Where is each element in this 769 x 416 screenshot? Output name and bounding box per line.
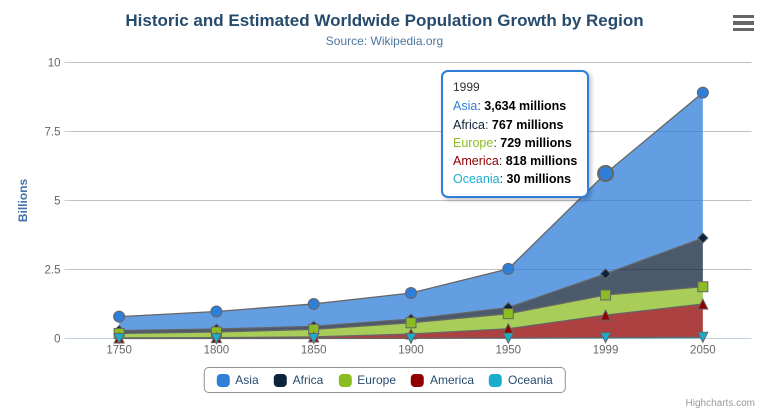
marker-africa-1999[interactable] <box>599 268 612 280</box>
legend-label: Asia <box>235 373 259 387</box>
legend-swatch-africa <box>273 373 287 387</box>
hamburger-icon <box>733 27 754 31</box>
legend-item-america[interactable]: America <box>411 373 474 387</box>
tooltip-series-name: Africa <box>453 117 485 132</box>
marker-asia-1800[interactable] <box>210 305 223 318</box>
tooltip-series-name: Asia <box>453 99 478 114</box>
tooltip-series-value: 767 millions <box>491 117 564 132</box>
marker-europe-1950[interactable] <box>502 308 514 320</box>
marker-oceania-1800[interactable] <box>210 332 223 345</box>
tooltip-series-value: 3,634 millions <box>484 99 567 114</box>
export-menu-button[interactable] <box>733 15 754 31</box>
area-africa[interactable] <box>119 238 703 334</box>
marker-asia-1900[interactable] <box>405 286 417 299</box>
hamburger-icon <box>733 21 754 25</box>
marker-asia-1750[interactable] <box>113 310 126 323</box>
legend-label: Africa <box>292 373 324 387</box>
legend-item-asia[interactable]: Asia <box>216 373 259 387</box>
chart-title: Historic and Estimated Worldwide Populat… <box>125 11 644 30</box>
legend-item-africa[interactable]: Africa <box>273 373 324 387</box>
y-axis-title: Billions <box>16 179 30 223</box>
marker-oceania-1850[interactable] <box>307 332 320 345</box>
x-axis-label: 1750 <box>106 345 132 357</box>
y-axis-label: 5 <box>54 196 60 208</box>
marker-oceania-1750[interactable] <box>113 332 125 345</box>
legend-label: Europe <box>357 373 397 387</box>
area-asia[interactable] <box>119 92 703 331</box>
marker-america-1999[interactable] <box>599 308 612 321</box>
x-axis-label: 1900 <box>398 345 424 357</box>
tooltip-row-asia: Asia: 3,634 millions <box>453 97 577 115</box>
marker-europe-2050[interactable] <box>697 281 709 293</box>
legend-item-europe[interactable]: Europe <box>338 373 396 387</box>
tooltip-series-name: Europe <box>453 135 494 150</box>
y-axis-label: 7.5 <box>45 127 61 139</box>
chart-subtitle: Source: Wikipedia.org <box>325 34 444 48</box>
x-axis-label: 1850 <box>301 345 327 357</box>
tooltip-header: 1999 <box>453 80 480 94</box>
marker-europe-1999[interactable] <box>600 289 612 301</box>
marker-africa-2050[interactable] <box>697 232 709 244</box>
tooltip-row-europe: Europe: 729 millions <box>453 134 577 152</box>
tooltip-separator: : <box>498 154 506 169</box>
tooltip-separator: : <box>484 117 492 132</box>
legend-label: Oceania <box>508 373 553 387</box>
x-axis-label: 1999 <box>593 345 619 357</box>
tooltip-series-value: 30 millions <box>506 172 572 187</box>
tooltip-series-name: America <box>453 154 499 169</box>
x-axis-label: 1950 <box>495 345 521 357</box>
tooltip-rows: Asia: 3,634 millions Africa: 767 millions… <box>453 97 577 188</box>
area-america[interactable] <box>119 304 703 339</box>
marker-europe-1900[interactable] <box>405 317 417 329</box>
tooltip-separator: : <box>499 172 507 187</box>
highcharts-credit-link[interactable]: Highcharts.com <box>685 398 755 409</box>
legend-swatch-oceania <box>489 373 503 387</box>
legend-swatch-america <box>411 373 425 387</box>
tooltip-row-oceania: Oceania: 30 millions <box>453 170 577 188</box>
x-axis-label: 1800 <box>204 345 230 357</box>
legend: Asia Africa Europe America Oceania <box>203 367 566 393</box>
marker-asia-1950[interactable] <box>502 262 515 275</box>
marker-oceania-1900[interactable] <box>405 332 417 345</box>
marker-asia-1850[interactable] <box>307 297 320 310</box>
tooltip-series-name: Oceania <box>453 172 500 187</box>
tooltip-series-value: 818 millions <box>505 154 578 169</box>
y-axis-label: 2.5 <box>45 265 61 277</box>
tooltip-separator: : <box>477 99 485 114</box>
y-axis-label: 10 <box>48 58 61 70</box>
marker-oceania-1950[interactable] <box>502 332 515 345</box>
tooltip-row-america: America: 818 millions <box>453 152 577 170</box>
legend-label: America <box>430 373 475 387</box>
legend-item-oceania[interactable]: Oceania <box>489 373 553 387</box>
legend-swatch-asia <box>216 373 230 387</box>
tooltip: 1999 Asia: 3,634 millions Africa: 767 mil… <box>441 70 590 198</box>
marker-america-2050[interactable] <box>697 297 709 310</box>
marker-oceania-2050[interactable] <box>697 331 709 344</box>
tooltip-row-africa: Africa: 767 millions <box>453 116 577 134</box>
legend-swatch-europe <box>338 373 352 387</box>
tooltip-separator: : <box>493 135 501 150</box>
marker-oceania-1999[interactable] <box>599 332 612 344</box>
hamburger-icon <box>733 15 754 19</box>
x-axis-label: 2050 <box>690 345 716 357</box>
tooltip-series-value: 729 millions <box>500 135 572 150</box>
y-axis-label: 0 <box>54 334 60 346</box>
marker-asia-2050[interactable] <box>696 86 709 99</box>
marker-asia-1999[interactable] <box>597 165 615 183</box>
